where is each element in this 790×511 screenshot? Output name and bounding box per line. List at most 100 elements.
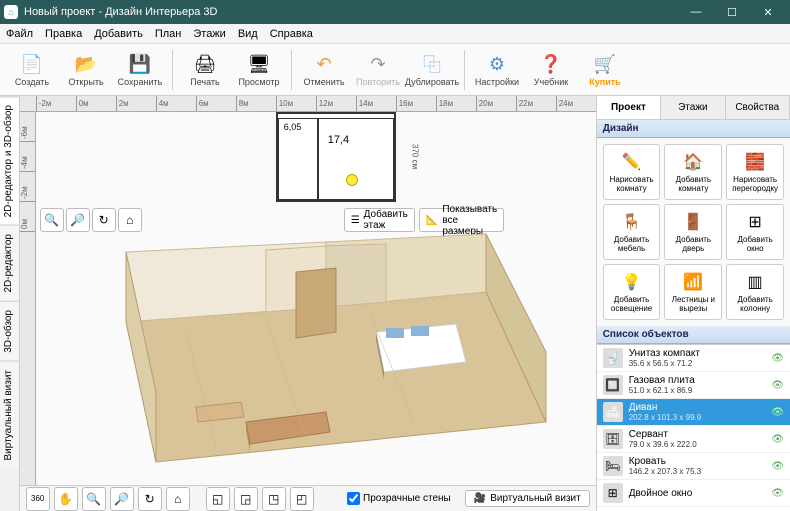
draw-wall-button[interactable]: 🧱Нарисовать перегородку [726,144,784,200]
section-objects-header: Список объектов [597,326,790,344]
visibility-icon[interactable]: 👁 [771,353,784,364]
visibility-icon[interactable]: 👁 [771,461,784,472]
visibility-icon[interactable]: 👁 [771,434,784,445]
tutorial-button[interactable]: ❓Учебник [525,46,577,94]
view-top-button[interactable]: ◱ [206,487,230,511]
toolbar-separator [172,50,173,90]
side-tabs: 2D-редактор и 3D-обзор 2D-редактор 3D-об… [0,96,20,511]
duplicate-button[interactable]: ⿻Дублировать [406,46,458,94]
show-dimensions-button[interactable]: 📐Показывать все размеры [419,208,504,232]
transparent-walls-checkbox[interactable]: Прозрачные стены [347,492,451,505]
tab-project[interactable]: Проект [597,96,661,119]
view-iso-button[interactable]: ◰ [290,487,314,511]
rotate-button[interactable]: ↻ [138,487,162,511]
add-room-button[interactable]: 🏠Добавить комнату [664,144,722,200]
object-list-item[interactable]: 🛏 Кровать146.2 x 207.3 x 75.3 👁 [597,453,790,480]
sidetab-2d[interactable]: 2D-редактор [0,225,19,301]
object-thumb-icon: ⊞ [603,483,623,503]
add-lighting-button[interactable]: 💡Добавить освещение [603,264,661,320]
sidetab-combined[interactable]: 2D-редактор и 3D-обзор [0,96,19,225]
pan-button[interactable]: ✋ [54,487,78,511]
object-dimensions: 79.0 x 39.6 x 222.0 [629,440,766,449]
object-list-item[interactable]: 🚽 Унитаз компакт35.6 x 56.5 x 71.2 👁 [597,345,790,372]
menu-floors[interactable]: Этажи [193,28,225,40]
view-front-button[interactable]: ◲ [234,487,258,511]
door-icon: 🚪 [682,211,704,233]
tab-properties[interactable]: Свойства [726,96,790,119]
3d-render[interactable] [66,232,566,482]
settings-button[interactable]: ⚙Настройки [471,46,523,94]
sidetab-3d[interactable]: 3D-обзор [0,301,19,361]
visibility-icon[interactable]: 👁 [771,380,784,391]
ruler-tick: 0м [76,96,116,111]
ruler-tick: 0м [20,202,35,232]
zoom-in-button[interactable]: 🔍 [82,487,106,511]
rotate-button[interactable]: ↻ [92,208,116,232]
help-icon: ❓ [539,52,563,76]
buy-button[interactable]: 🛒Купить [579,46,631,94]
zoom-out-button[interactable]: 🔎 [66,208,90,232]
menu-file[interactable]: Файл [6,28,33,40]
menu-view[interactable]: Вид [238,28,258,40]
add-floor-button[interactable]: ☰Добавить этаж [344,208,415,232]
object-list-item[interactable]: 🗄 Сервант79.0 x 39.6 x 222.0 👁 [597,426,790,453]
add-window-button[interactable]: ⊞Добавить окно [726,204,784,260]
zoom-in-button[interactable]: 🔍 [40,208,64,232]
zoom-out-icon: 🔎 [114,492,129,506]
ruler-tick: 20м [476,96,516,111]
ruler-tick: 4м [156,96,196,111]
open-button[interactable]: 📂Открыть [60,46,112,94]
room-outline [318,118,394,200]
object-list-item[interactable]: 🛋 Диван202.8 x 101.3 x 99.9 👁 [597,399,790,426]
object-thumb-icon: 🔲 [603,375,623,395]
object-list-item[interactable]: ⊞ Двойное окно 👁 [597,480,790,507]
close-button[interactable]: ✕ [750,0,786,24]
save-button[interactable]: 💾Сохранить [114,46,166,94]
tab-floors[interactable]: Этажи [661,96,725,119]
object-dimensions: 202.8 x 101.3 x 99.9 [629,413,766,422]
rotate-icon: ↻ [99,213,109,227]
object-list[interactable]: 🚽 Унитаз компакт35.6 x 56.5 x 71.2 👁🔲 Га… [597,344,790,511]
zoom-out-button[interactable]: 🔎 [110,487,134,511]
floorplan-2d[interactable]: 6,05 17,4 370 см [276,112,396,202]
window-title: Новый проект - Дизайн Интерьера 3D [24,6,678,18]
create-button[interactable]: 📄Создать [6,46,58,94]
home-button[interactable]: ⌂ [118,208,142,232]
preview-button[interactable]: 🖥Просмотр [233,46,285,94]
undo-button[interactable]: ↶Отменить [298,46,350,94]
chair-icon: 🪑 [621,211,643,233]
redo-button[interactable]: ↷Повторить [352,46,404,94]
add-door-button[interactable]: 🚪Добавить дверь [664,204,722,260]
duplicate-icon: ⿻ [420,52,444,76]
object-dimensions: 51.0 x 62.1 x 86.9 [629,386,766,395]
draw-room-button[interactable]: ✏️Нарисовать комнату [603,144,661,200]
ruler-vertical: -6м-4м-2м0м [20,112,36,485]
stairs-icon: 📶 [682,271,704,293]
home-button[interactable]: ⌂ [166,487,190,511]
object-list-item[interactable]: 🔲 Газовая плита51.0 x 62.1 x 86.9 👁 [597,372,790,399]
ruler-tick: -2м [36,96,76,111]
transparent-walls-input[interactable] [347,492,360,505]
menu-edit[interactable]: Правка [45,28,82,40]
stairs-button[interactable]: 📶Лестницы и вырезы [664,264,722,320]
view-360-button[interactable]: 360 [26,487,50,511]
menu-add[interactable]: Добавить [94,28,143,40]
sidetab-virtual[interactable]: Виртуальный визит [0,361,19,469]
printer-icon: 🖨 [193,52,217,76]
ruler-tick: 6м [196,96,236,111]
add-furniture-button[interactable]: 🪑Добавить мебель [603,204,661,260]
dimension-label: 370 см [411,144,420,169]
view-side-button[interactable]: ◳ [262,487,286,511]
print-button[interactable]: 🖨Печать [179,46,231,94]
visibility-icon[interactable]: 👁 [771,488,784,499]
viewport[interactable]: 6,05 17,4 370 см 🔍 🔎 ↻ ⌂ ☰Добавить этаж … [36,112,596,485]
menu-plan[interactable]: План [155,28,182,40]
add-column-button[interactable]: ▥Добавить колонну [726,264,784,320]
object-name: Газовая плита [629,375,766,386]
light-marker[interactable] [346,174,358,186]
minimize-button[interactable]: — [678,0,714,24]
virtual-visit-button[interactable]: 🎥 Виртуальный визит [465,490,590,507]
maximize-button[interactable]: ☐ [714,0,750,24]
visibility-icon[interactable]: 👁 [771,407,784,418]
menu-help[interactable]: Справка [270,28,313,40]
